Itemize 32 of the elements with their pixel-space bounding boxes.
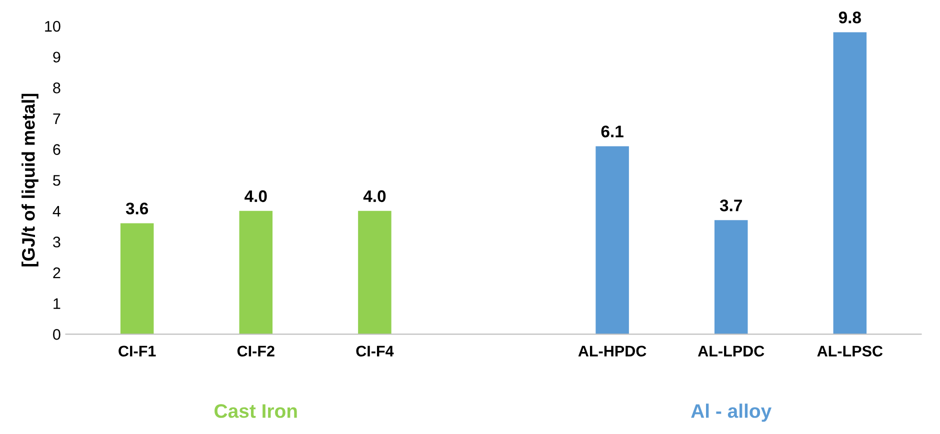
text: Cast Iron xyxy=(214,404,297,418)
y-tick-label: 3 xyxy=(53,236,60,248)
y-tick-label: 2 xyxy=(53,267,60,278)
bar xyxy=(714,220,748,334)
y-axis-title: [GJ/t of liquid metal] xyxy=(22,94,38,266)
x-tick-label: AL-LPDC xyxy=(698,346,764,357)
data-label: 6.1 xyxy=(601,126,624,138)
data-label: 3.7 xyxy=(720,200,742,212)
bar xyxy=(833,32,867,334)
bar xyxy=(358,210,392,334)
data-label: 4.0 xyxy=(363,190,386,202)
y-tick-label: 10 xyxy=(45,20,60,32)
y-tick-label: 7 xyxy=(53,114,60,124)
x-tick-label: AL-HPDC xyxy=(578,346,646,357)
y-tick-label: 1 xyxy=(54,298,60,309)
bar xyxy=(120,223,154,334)
bar xyxy=(596,146,629,334)
y-tick-label: 5 xyxy=(53,175,60,186)
x-tick-label: CI-F4 xyxy=(356,346,394,357)
y-tick-label: 9 xyxy=(53,52,60,63)
data-label: 3.6 xyxy=(126,202,148,214)
bar xyxy=(239,210,273,334)
y-tick-label: 4 xyxy=(52,206,60,216)
y-tick-label: 6 xyxy=(53,144,60,155)
x-tick-label: CI-F2 xyxy=(237,346,274,357)
data-label: 4.0 xyxy=(244,190,267,202)
x-tick-label: CI-F1 xyxy=(118,346,156,357)
y-tick-label: 8 xyxy=(53,82,60,94)
data-label: 9.8 xyxy=(838,12,861,24)
text: Al - alloy xyxy=(691,404,772,422)
x-tick-label: AL-LPSC xyxy=(817,346,883,357)
y-tick-label: 0 xyxy=(53,329,60,340)
